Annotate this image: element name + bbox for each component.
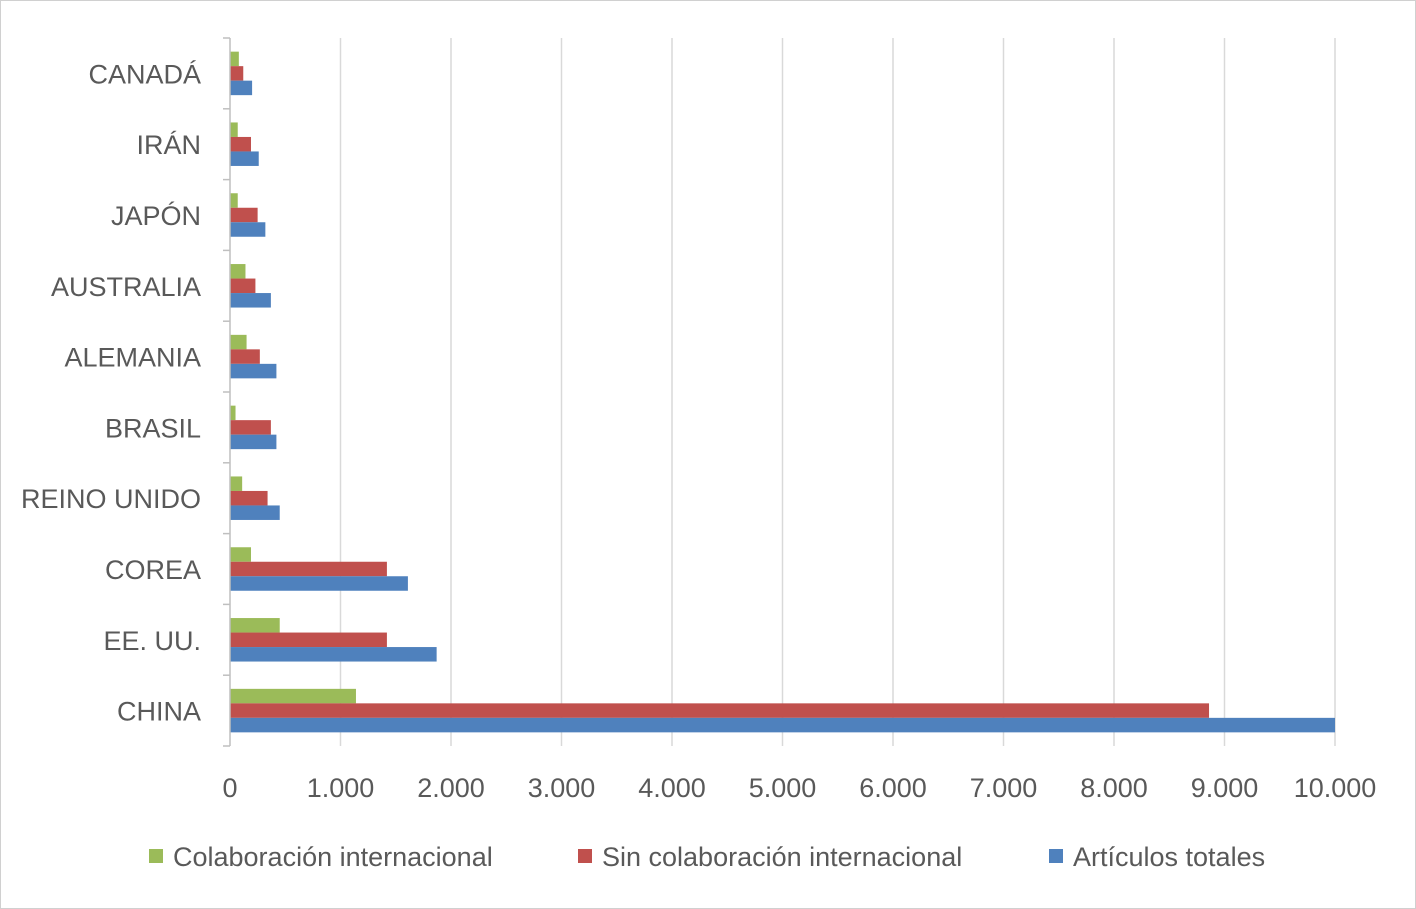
x-tick-label: 9.000 [1191,773,1259,803]
bar [230,136,251,152]
category-label: JAPÓN [111,200,201,231]
bar [230,80,253,96]
bar [230,476,243,491]
category-labels: CHINA EE. UU. COREA REINO UNIDO BRASIL ALEMAN… [21,59,201,726]
bar [230,618,280,633]
category-label: IRÁN [136,130,201,160]
bar [230,717,1335,733]
bar [230,363,277,379]
x-tick-label: 4.000 [638,773,706,803]
bar [230,561,387,577]
x-tick-label: 8.000 [1080,773,1148,803]
legend-label: Colaboración internacional [173,842,493,872]
category-label: BRASIL [105,413,201,443]
bar [230,647,437,662]
category-label: REINO UNIDO [21,484,201,514]
bar [230,405,236,421]
bar [230,51,239,67]
bar [230,122,238,137]
x-tick-label: 0 [222,773,237,803]
bar [230,505,280,520]
bar [230,66,244,81]
x-tick-label: 3.000 [528,773,596,803]
bar [230,703,1210,718]
category-label: EE. UU. [103,626,201,656]
bar [230,547,251,562]
bar [230,193,238,208]
bar [230,207,258,223]
bar [230,490,268,506]
category-axis [223,37,231,747]
bar [230,576,408,591]
bar [230,420,271,435]
bar [230,688,356,704]
x-tick-label: 5.000 [749,773,817,803]
x-tick-label: 2.000 [417,773,485,803]
legend: Colaboración internacional Sin colaboraci… [149,842,1265,872]
bar [230,293,271,308]
category-label: AUSTRALIA [51,272,201,302]
x-tick-label: 6.000 [859,773,927,803]
legend-label: Artículos totales [1073,842,1265,872]
x-tick-label: 1.000 [307,773,375,803]
bars [230,51,1335,733]
bar [230,264,246,279]
category-label: ALEMANIA [64,343,201,373]
category-label: CANADÁ [88,59,201,89]
x-tick-label: 7.000 [970,773,1038,803]
x-tick-label: 10.000 [1294,773,1377,803]
bar [230,151,259,166]
gridlines [339,38,1336,746]
tick-labels: 0 1.000 2.000 3.000 4.000 5.000 6.000 7.000 8.00… [222,773,1376,803]
bar [230,334,247,350]
legend-label: Sin colaboración internacional [602,842,962,872]
bar [230,434,277,450]
bar [230,222,266,237]
legend-swatch [1049,849,1063,863]
bar [230,349,260,364]
category-label: CHINA [117,697,201,727]
legend-swatch [149,849,163,863]
legend-swatch [578,849,592,863]
bar [230,632,387,648]
bar [230,278,256,294]
category-label: COREA [105,555,201,585]
